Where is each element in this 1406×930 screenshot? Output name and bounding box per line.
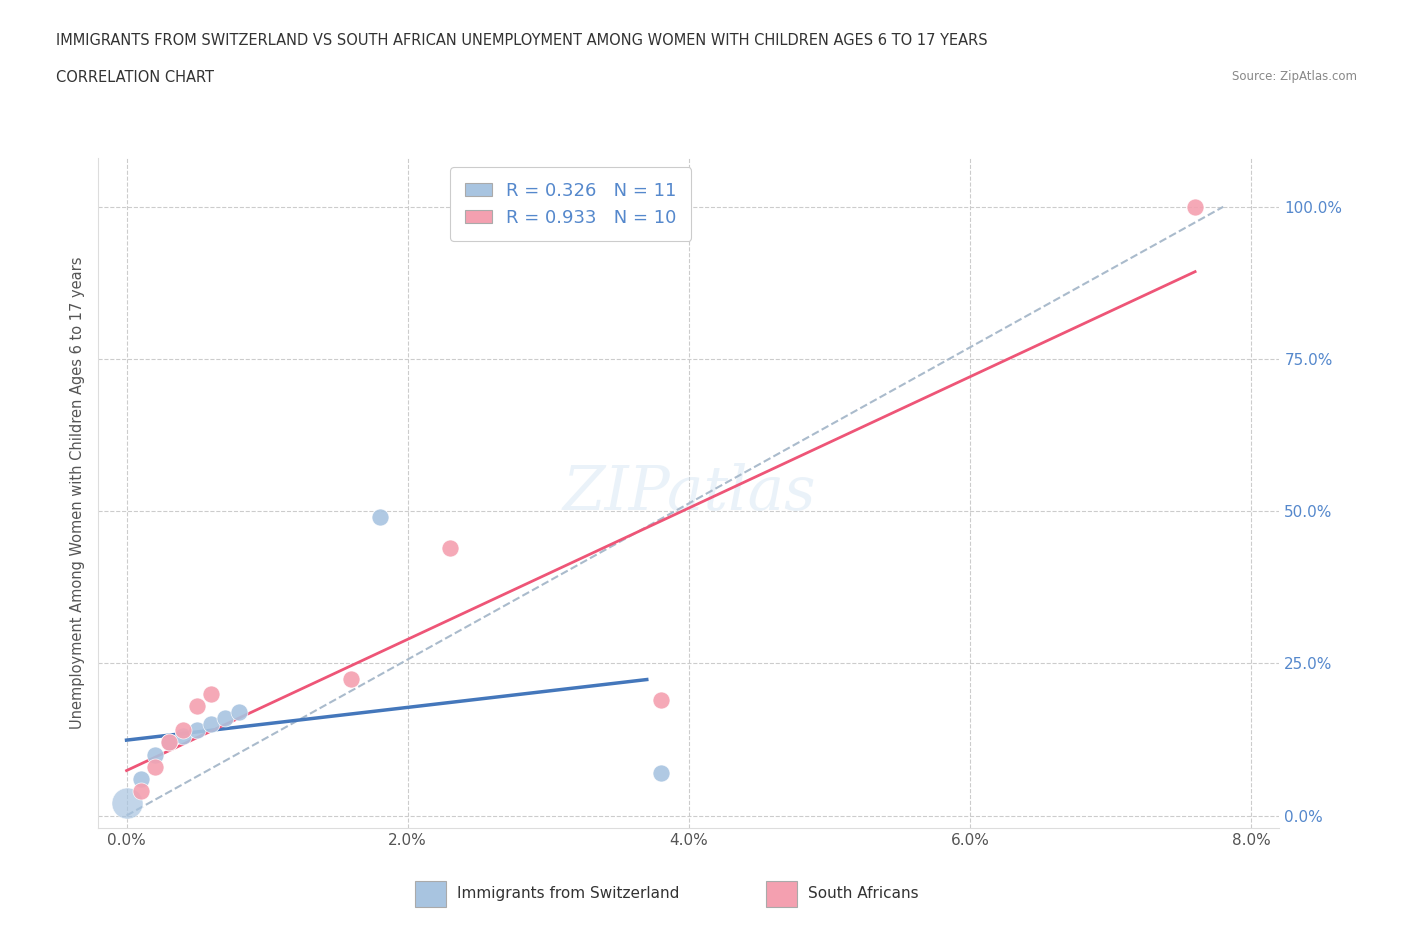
Point: [214, 711, 236, 725]
Point: [157, 735, 180, 750]
Point: [1184, 199, 1206, 214]
Text: Source: ZipAtlas.com: Source: ZipAtlas.com: [1232, 70, 1357, 83]
Text: ZIPatlas: ZIPatlas: [562, 463, 815, 523]
Point: [129, 784, 152, 799]
Point: [143, 760, 166, 775]
Point: [340, 671, 363, 686]
Point: [157, 735, 180, 750]
Point: [200, 686, 222, 701]
Point: [200, 717, 222, 732]
Text: CORRELATION CHART: CORRELATION CHART: [56, 70, 214, 85]
Point: [186, 698, 208, 713]
Point: [650, 765, 672, 780]
Point: [439, 540, 461, 555]
Point: [368, 510, 391, 525]
Text: IMMIGRANTS FROM SWITZERLAND VS SOUTH AFRICAN UNEMPLOYMENT AMONG WOMEN WITH CHILD: IMMIGRANTS FROM SWITZERLAND VS SOUTH AFR…: [56, 33, 988, 47]
Point: [143, 747, 166, 762]
Point: [650, 693, 672, 708]
Text: Immigrants from Switzerland: Immigrants from Switzerland: [457, 886, 679, 901]
Point: [186, 723, 208, 737]
Point: [115, 796, 138, 811]
Point: [228, 705, 250, 720]
Point: [172, 729, 194, 744]
Point: [172, 723, 194, 737]
Text: South Africans: South Africans: [808, 886, 920, 901]
Legend: R = 0.326   N = 11, R = 0.933   N = 10: R = 0.326 N = 11, R = 0.933 N = 10: [450, 167, 692, 241]
Y-axis label: Unemployment Among Women with Children Ages 6 to 17 years: Unemployment Among Women with Children A…: [70, 257, 86, 729]
Point: [129, 772, 152, 787]
